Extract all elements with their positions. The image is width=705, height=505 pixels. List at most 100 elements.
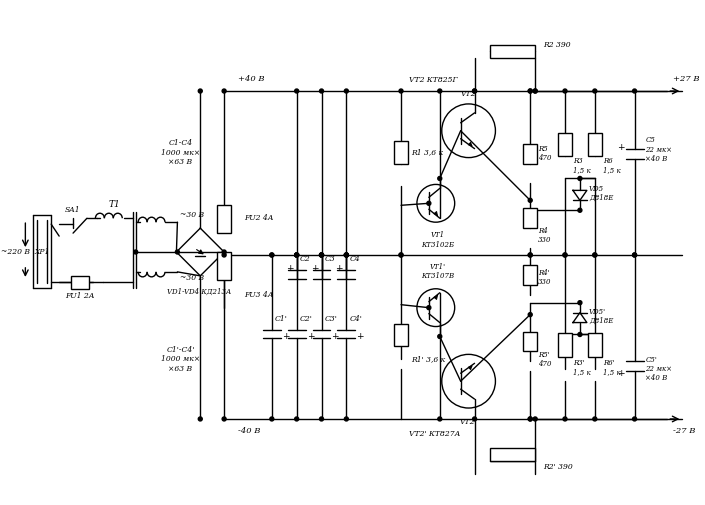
Text: +: + <box>307 332 314 341</box>
Text: VD5'
Д818Е: VD5' Д818Е <box>589 308 613 325</box>
Text: R5
470: R5 470 <box>538 145 552 162</box>
Text: XP1: XP1 <box>35 248 50 256</box>
Text: VD1-VD4 КД213А: VD1-VD4 КД213А <box>167 288 231 296</box>
Text: C3: C3 <box>324 255 336 263</box>
Text: VT2: VT2 <box>461 90 477 98</box>
Circle shape <box>632 253 637 257</box>
Text: ~30 В: ~30 В <box>180 274 204 282</box>
Text: VT1'
КТ3107В: VT1' КТ3107В <box>421 263 454 280</box>
Bar <box>491 448 535 461</box>
Circle shape <box>593 253 597 257</box>
Circle shape <box>533 89 537 93</box>
Text: C1-C4
1000 мк×
×63 В: C1-C4 1000 мк× ×63 В <box>161 139 200 166</box>
Text: ~220 В: ~220 В <box>1 248 30 256</box>
Circle shape <box>528 417 532 421</box>
Circle shape <box>399 89 403 93</box>
Circle shape <box>632 89 637 93</box>
Bar <box>523 208 537 228</box>
Circle shape <box>295 253 299 257</box>
Circle shape <box>563 253 567 257</box>
Text: C1': C1' <box>275 315 288 323</box>
Text: R2 390: R2 390 <box>543 41 571 49</box>
Text: +40 В: +40 В <box>238 75 264 83</box>
Circle shape <box>295 253 299 257</box>
Text: VT2': VT2' <box>460 418 477 426</box>
Bar <box>523 265 537 285</box>
Circle shape <box>399 253 403 257</box>
Circle shape <box>438 334 442 338</box>
Circle shape <box>563 253 567 257</box>
Text: R4'
330: R4' 330 <box>538 269 552 286</box>
Circle shape <box>295 253 299 257</box>
Circle shape <box>344 253 348 257</box>
Circle shape <box>319 417 324 421</box>
Circle shape <box>344 253 348 257</box>
Text: +: + <box>282 332 289 341</box>
Circle shape <box>528 313 532 317</box>
Text: +: + <box>356 332 364 341</box>
Text: R5'
470: R5' 470 <box>538 351 552 368</box>
Circle shape <box>578 300 582 305</box>
Circle shape <box>222 253 226 257</box>
Text: C1'-C4'
1000 мк×
×63 В: C1'-C4' 1000 мк× ×63 В <box>161 346 200 373</box>
Circle shape <box>417 184 455 222</box>
Circle shape <box>319 253 324 257</box>
Text: C4': C4' <box>350 315 362 323</box>
Text: R1 3,6 к: R1 3,6 к <box>411 148 443 157</box>
Circle shape <box>295 89 299 93</box>
Circle shape <box>578 332 582 336</box>
Circle shape <box>472 417 477 421</box>
Circle shape <box>533 89 537 93</box>
Bar <box>71 276 89 289</box>
Circle shape <box>319 89 324 93</box>
Text: C4: C4 <box>350 255 360 263</box>
Circle shape <box>270 253 274 257</box>
Text: +: + <box>617 369 625 378</box>
Text: -27 В: -27 В <box>673 427 696 435</box>
Circle shape <box>319 253 324 257</box>
Circle shape <box>427 306 431 310</box>
Circle shape <box>593 89 597 93</box>
Text: FU1 2А: FU1 2А <box>66 292 94 300</box>
Text: +: + <box>336 265 343 273</box>
Circle shape <box>427 201 431 206</box>
Bar <box>558 133 572 156</box>
Text: R3
1,5 к: R3 1,5 к <box>573 157 591 174</box>
Circle shape <box>528 253 532 257</box>
Circle shape <box>528 253 532 257</box>
Text: FU3 4А: FU3 4А <box>244 291 274 299</box>
Circle shape <box>438 417 442 421</box>
Circle shape <box>417 289 455 327</box>
Text: +: + <box>617 143 625 152</box>
Circle shape <box>533 417 537 421</box>
Bar <box>491 45 535 58</box>
Circle shape <box>563 417 567 421</box>
Circle shape <box>472 89 477 93</box>
Circle shape <box>399 253 403 257</box>
Text: R3'
1,5 к: R3' 1,5 к <box>573 359 591 376</box>
Circle shape <box>222 250 226 254</box>
Bar <box>217 252 231 280</box>
Bar <box>588 133 602 156</box>
Circle shape <box>442 355 496 408</box>
Circle shape <box>528 198 532 203</box>
Bar <box>558 333 572 358</box>
Circle shape <box>438 89 442 93</box>
Circle shape <box>176 250 179 254</box>
Text: -40 В: -40 В <box>238 427 260 435</box>
Text: ~30 В: ~30 В <box>180 211 204 219</box>
Text: VT1
КТ3102Б: VT1 КТ3102Б <box>421 231 454 248</box>
Circle shape <box>198 89 202 93</box>
Bar <box>394 324 408 346</box>
Text: FU2 4А: FU2 4А <box>244 214 274 222</box>
Circle shape <box>528 89 532 93</box>
Circle shape <box>438 176 442 180</box>
Circle shape <box>578 208 582 212</box>
Circle shape <box>632 417 637 421</box>
Circle shape <box>593 253 597 257</box>
Text: VT2 КТ825Г: VT2 КТ825Г <box>409 76 458 84</box>
Circle shape <box>270 253 274 257</box>
Circle shape <box>344 253 348 257</box>
Circle shape <box>319 253 324 257</box>
Text: +: + <box>331 332 339 341</box>
